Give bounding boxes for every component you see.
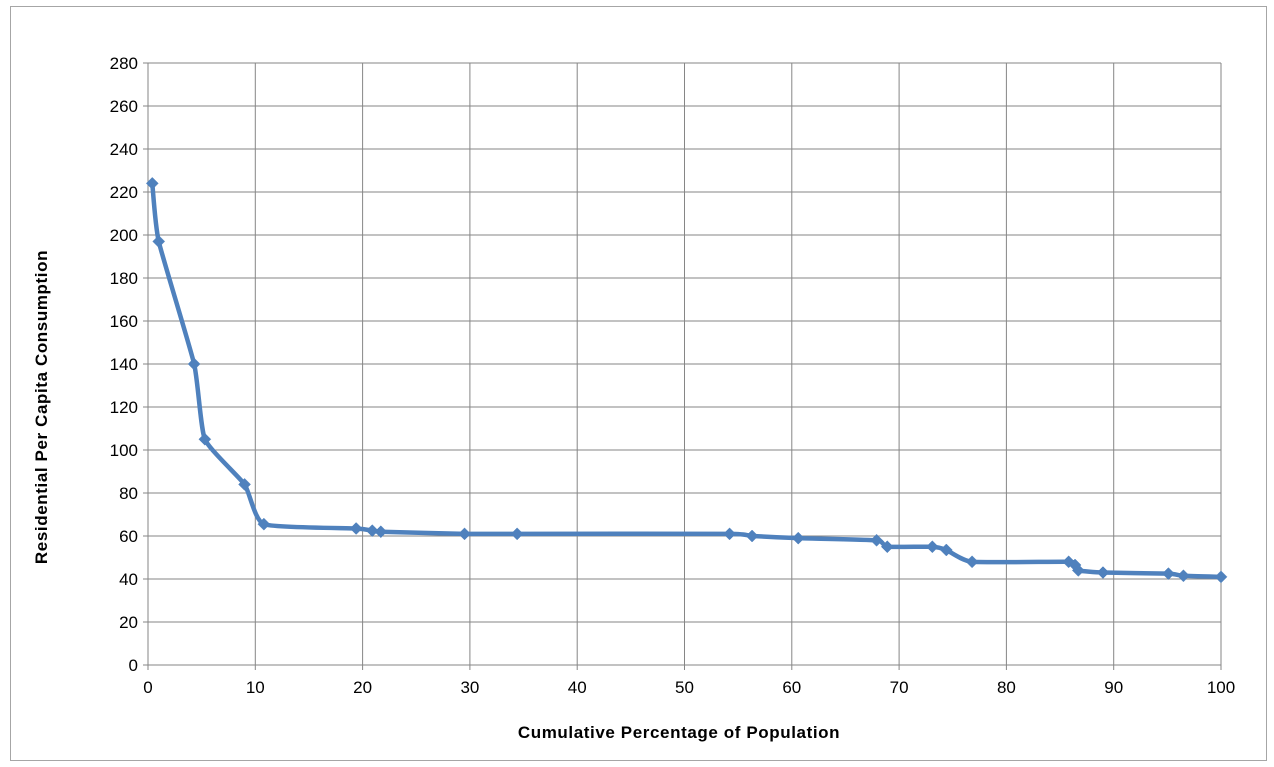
data-point-marker [880,540,894,554]
data-point-marker [1177,569,1190,583]
y-tick-label: 100 [110,441,138,460]
y-tick-label: 280 [110,54,138,73]
data-point-marker [870,533,883,547]
x-axis-title: Cumulative Percentage of Population [518,723,840,742]
data-point-marker [926,540,939,554]
axes [143,62,1222,670]
y-tick-label: 200 [110,226,138,245]
data-point-marker [187,357,201,371]
data-point-marker [1071,564,1085,577]
data-point-marker [257,517,271,531]
data-point-marker [198,432,212,446]
x-tick-label: 70 [890,678,909,697]
y-tick-label: 20 [119,613,138,632]
y-tick-label: 0 [129,656,138,675]
data-series [145,177,1228,584]
chart-area [10,6,1267,761]
y-tick-label: 120 [110,398,138,417]
y-tick-label: 40 [119,570,138,589]
y-tick-label: 140 [110,355,138,374]
y-tick-labels: 0 20 40 60 80 100 120 140 160 180 200 220 240 260 280 [110,54,138,675]
data-point-marker [1214,570,1228,584]
x-tick-label: 90 [1104,678,1123,697]
y-tick-label: 60 [119,527,138,546]
x-tick-label: 0 [143,678,152,697]
x-tick-label: 100 [1207,678,1235,697]
y-tick-label: 160 [110,312,138,331]
data-point-marker [365,524,379,537]
data-point-marker [145,177,159,190]
x-tick-labels: 0 10 20 30 40 50 60 70 80 90 100 [143,678,1235,697]
y-tick-label: 240 [110,140,138,159]
x-tick-label: 40 [568,678,587,697]
y-tick-label: 220 [110,183,138,202]
gridlines [148,62,1222,665]
data-point-marker [458,527,471,541]
y-tick-label: 180 [110,269,138,288]
data-point-marker [791,531,805,545]
data-point-marker [1096,566,1110,579]
data-point-marker [1162,567,1175,580]
data-point-marker [238,478,251,491]
data-point-marker [745,529,759,543]
data-point-marker [374,525,388,539]
x-tick-label: 10 [246,678,265,697]
x-tick-label: 20 [353,678,372,697]
x-tick-label: 30 [460,678,479,697]
y-tick-label: 80 [119,484,138,503]
data-point-marker [349,522,363,535]
y-tick-label: 260 [110,97,138,116]
x-tick-label: 50 [675,678,694,697]
y-axis-title: Residential Per Capita Consumption [32,250,51,564]
series-line [150,181,1224,580]
x-tick-label: 60 [782,678,801,697]
data-point-marker [939,543,953,557]
data-point-marker [965,555,979,569]
data-point-marker [510,527,524,541]
data-point-marker [723,527,736,541]
data-point-marker [152,235,166,248]
x-tick-label: 80 [997,678,1016,697]
